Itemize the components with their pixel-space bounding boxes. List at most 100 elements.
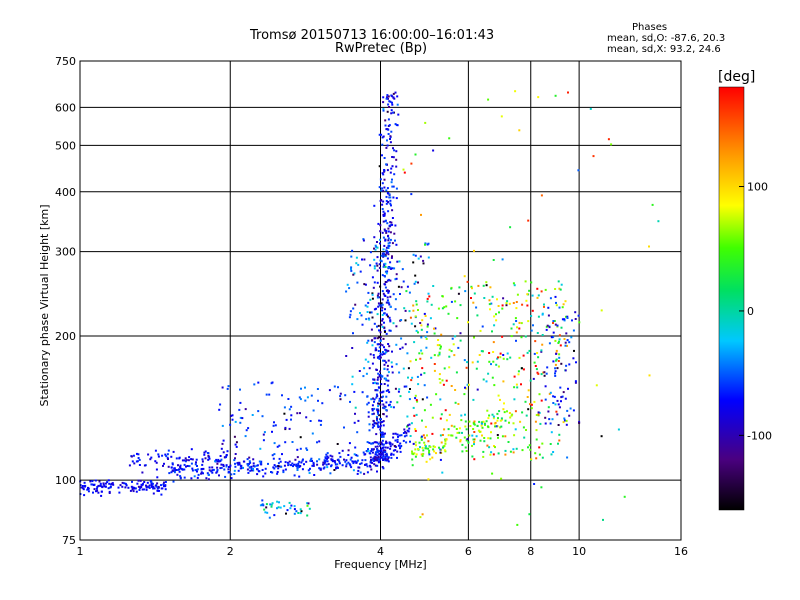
data-point (248, 456, 251, 459)
data-point (466, 361, 469, 364)
data-point (454, 389, 457, 391)
data-point (540, 349, 543, 352)
data-point (433, 369, 436, 372)
data-point (383, 178, 386, 181)
data-point (380, 189, 383, 192)
data-point (366, 305, 369, 308)
data-point (153, 487, 156, 490)
data-point (355, 461, 358, 464)
data-point (454, 401, 457, 404)
data-point (337, 458, 340, 461)
data-point (476, 314, 479, 317)
data-point (488, 414, 491, 417)
data-point (373, 236, 376, 239)
data-point (520, 336, 523, 339)
data-point (219, 403, 222, 406)
data-point (473, 431, 476, 433)
data-point (465, 439, 468, 442)
data-point (464, 386, 466, 389)
data-point (502, 354, 505, 356)
data-point (522, 426, 525, 429)
data-point (354, 446, 357, 449)
data-point (448, 348, 451, 351)
data-point (562, 421, 565, 424)
data-point (415, 329, 418, 332)
data-point (396, 456, 398, 459)
data-point (439, 347, 442, 350)
data-point (265, 506, 268, 509)
data-point (361, 323, 364, 326)
data-point (296, 412, 299, 415)
data-point (376, 395, 379, 397)
data-point (297, 512, 300, 514)
data-point (578, 321, 581, 324)
data-point (426, 396, 429, 399)
data-point (316, 463, 319, 466)
data-point (351, 249, 354, 252)
data-point (205, 477, 208, 480)
plot-frame (79, 60, 682, 541)
data-point (377, 356, 380, 359)
data-point (183, 463, 186, 466)
data-point (396, 260, 399, 263)
data-point (304, 386, 306, 389)
data-point (302, 458, 304, 461)
data-point (160, 484, 162, 487)
data-point (566, 339, 569, 342)
data-point (383, 405, 386, 408)
data-point (472, 301, 475, 304)
data-point (101, 486, 104, 489)
data-point (540, 350, 543, 353)
data-point (493, 445, 495, 447)
data-point (369, 460, 372, 463)
data-point (104, 485, 107, 488)
data-point (459, 339, 462, 342)
data-point (117, 486, 120, 489)
data-point (399, 347, 402, 350)
data-point (437, 307, 440, 310)
data-point (246, 458, 249, 461)
data-point (475, 306, 478, 309)
data-point (376, 470, 378, 473)
data-point (361, 391, 364, 394)
data-point (487, 417, 490, 420)
data-point (393, 445, 396, 447)
data-point (304, 399, 307, 402)
data-point (427, 478, 430, 481)
data-point (377, 408, 380, 411)
data-point (145, 486, 148, 489)
data-point (403, 171, 406, 174)
data-point (383, 212, 386, 215)
data-point (80, 486, 83, 489)
data-point (390, 452, 393, 455)
data-point (356, 281, 359, 284)
data-point (230, 473, 233, 476)
data-point (421, 513, 424, 516)
data-point (381, 325, 384, 328)
data-point (381, 318, 384, 321)
data-point (229, 464, 232, 467)
data-point (543, 305, 545, 308)
data-point (258, 460, 261, 463)
data-point (392, 432, 395, 435)
data-point (388, 329, 391, 332)
data-point (376, 445, 379, 448)
data-point (149, 458, 152, 461)
data-point (503, 402, 505, 405)
data-point (577, 314, 580, 317)
data-point (461, 450, 464, 453)
data-point (378, 386, 381, 389)
data-point (392, 453, 395, 456)
data-point (501, 435, 504, 438)
data-point (121, 481, 124, 484)
data-point (390, 221, 393, 224)
data-point (382, 352, 385, 355)
data-point (530, 458, 533, 461)
data-point (464, 420, 467, 423)
data-point (374, 389, 377, 392)
data-point (221, 424, 224, 427)
data-point (385, 272, 388, 275)
data-point (561, 318, 564, 321)
data-point (305, 447, 308, 450)
